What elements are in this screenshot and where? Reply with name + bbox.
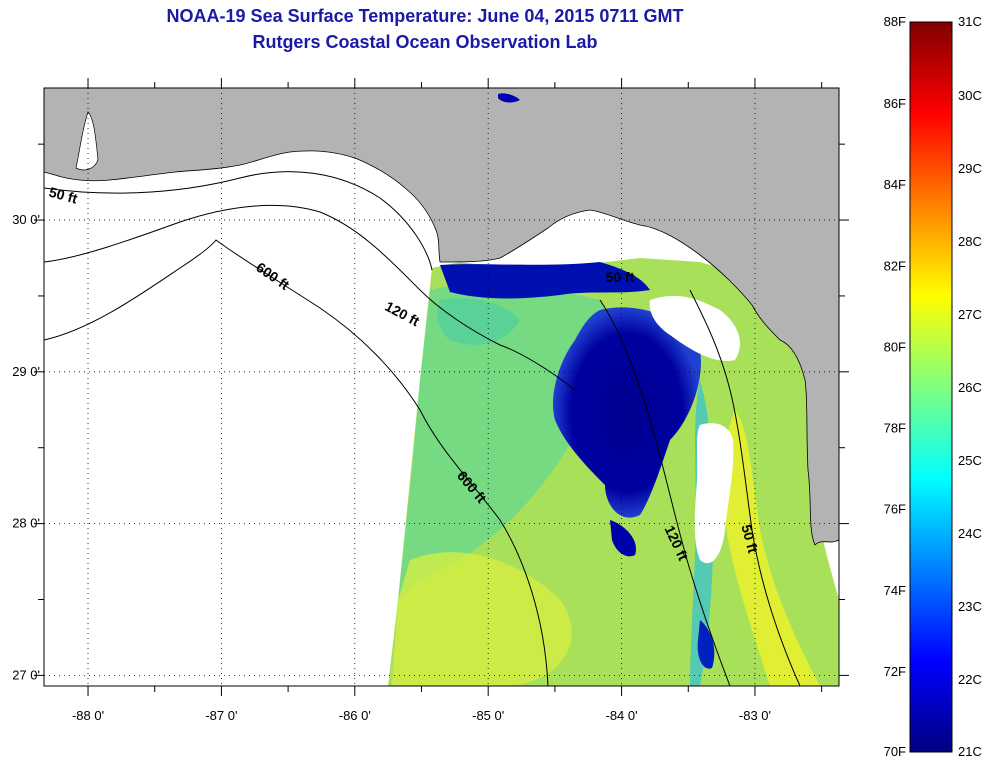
sst-warm-coastal-strip [723,410,820,686]
colorbar-f-label: 86F [884,96,906,111]
sst-warm-patch [392,552,572,686]
map-subtitle: Rutgers Coastal Ocean Observation Lab [252,32,598,52]
lat-tick-label: 29 0' [12,364,40,379]
contour-label: 50 ft [47,184,79,207]
axis-labels: 30 0' 29 0' 28 0' 27 0' -88 0' -87 0' -86 0' -8… [12,212,771,723]
colorbar-c-label: 28C [958,234,982,249]
contour-120ft-east [599,299,731,686]
axis-ticks [34,78,849,696]
colorbar-f-label: 84F [884,177,906,192]
colorbar-f-label: 78F [884,421,906,436]
colorbar-c-label: 24C [958,526,982,541]
sst-cooler-band [398,284,608,600]
contour-120ft [44,204,576,391]
lon-tick-label: -84 0' [606,708,638,723]
colorbar-f-label: 88F [884,14,906,29]
lat-tick-label: 30 0' [12,212,40,227]
lat-tick-label: 28 0' [12,516,40,531]
sst-cool-patch [437,298,520,345]
colorbar-f-label: 76F [884,502,906,517]
contour-600ft [44,239,549,686]
colorbar-c-label: 25C [958,453,982,468]
cloud-patch [649,295,740,361]
colorbar-f-label: 72F [884,664,906,679]
lon-tick-label: -85 0' [472,708,504,723]
colorbar-c-label: 26C [958,380,982,395]
depth-contours [44,171,801,686]
colorbar-c-label: 21C [958,744,982,759]
lon-tick-label: -88 0' [72,708,104,723]
sst-cold-core [552,307,701,518]
map-title: NOAA-19 Sea Surface Temperature: June 04… [166,6,684,26]
map-frame [43,87,840,687]
contour-50ft-east [689,289,801,686]
lon-tick-label: -86 0' [339,708,371,723]
colorbar-f-label: 82F [884,258,906,273]
sst-cold-tail [610,520,636,557]
lon-tick-label: -87 0' [205,708,237,723]
colorbar-c-label: 27C [958,307,982,322]
colorbar [909,21,953,753]
colorbar-f-label: 80F [884,339,906,354]
colorbar-c-label: 23C [958,599,982,614]
colorbar-c-label: 31C [958,14,982,29]
contour-50ft [44,171,433,271]
sst-cold-coastal-blue [697,620,715,669]
colorbar-c-label: 30C [958,88,982,103]
cloud-patch [540,235,590,256]
lon-tick-label: -83 0' [739,708,771,723]
colorbar-f-label: 70F [884,744,906,759]
map-area [44,88,839,686]
colorbar-c-label: 29C [958,161,982,176]
colorbar-c-label: 22C [958,672,982,687]
mobile-bay [75,111,99,171]
inland-lake [498,93,520,103]
colorbar-labels: 88F 86F 84F 82F 80F 78F 76F 74F 72F 70F 31C 30C 29C 2… [884,14,982,759]
lat-tick-label: 27 0' [12,667,40,682]
colorbar-f-label: 74F [884,583,906,598]
cloud-patch [694,423,734,564]
contour-label: 50 ft [606,269,635,285]
sst-cold-nearshore [440,262,650,299]
contour-label: 50 ft [738,523,761,555]
land-mass [44,88,839,546]
